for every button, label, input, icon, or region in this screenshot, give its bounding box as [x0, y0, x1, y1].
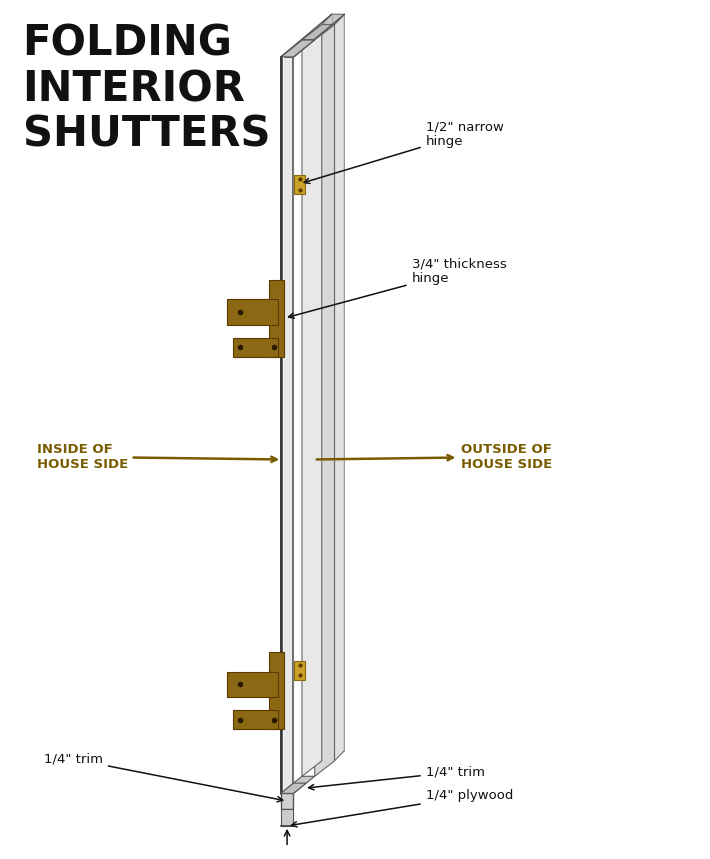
Polygon shape [294, 661, 305, 679]
Polygon shape [234, 710, 278, 729]
Polygon shape [334, 15, 344, 761]
Polygon shape [322, 15, 344, 25]
Polygon shape [234, 338, 278, 356]
Text: 1/4" trim: 1/4" trim [44, 752, 283, 801]
Polygon shape [227, 672, 278, 698]
Polygon shape [302, 25, 334, 40]
Polygon shape [280, 57, 283, 794]
Polygon shape [280, 40, 315, 57]
Polygon shape [280, 809, 293, 826]
Polygon shape [269, 652, 283, 729]
Polygon shape [294, 175, 305, 194]
Polygon shape [280, 57, 293, 794]
Polygon shape [322, 15, 332, 761]
Text: INSIDE OF
HOUSE SIDE: INSIDE OF HOUSE SIDE [37, 443, 277, 471]
Polygon shape [280, 783, 306, 794]
Text: OUTSIDE OF
HOUSE SIDE: OUTSIDE OF HOUSE SIDE [317, 443, 552, 471]
Text: FOLDING
INTERIOR
SHUTTERS: FOLDING INTERIOR SHUTTERS [23, 23, 270, 155]
Text: 1/4" trim: 1/4" trim [309, 765, 485, 789]
Text: 3/4" thickness
hinge: 3/4" thickness hinge [288, 257, 506, 318]
Polygon shape [315, 25, 334, 777]
Text: 1/4" plywood: 1/4" plywood [292, 789, 513, 827]
Text: 1/2" narrow
hinge: 1/2" narrow hinge [304, 120, 503, 184]
Polygon shape [227, 299, 278, 325]
Polygon shape [280, 777, 315, 794]
Polygon shape [269, 280, 283, 356]
Polygon shape [302, 25, 322, 777]
Polygon shape [280, 794, 293, 809]
